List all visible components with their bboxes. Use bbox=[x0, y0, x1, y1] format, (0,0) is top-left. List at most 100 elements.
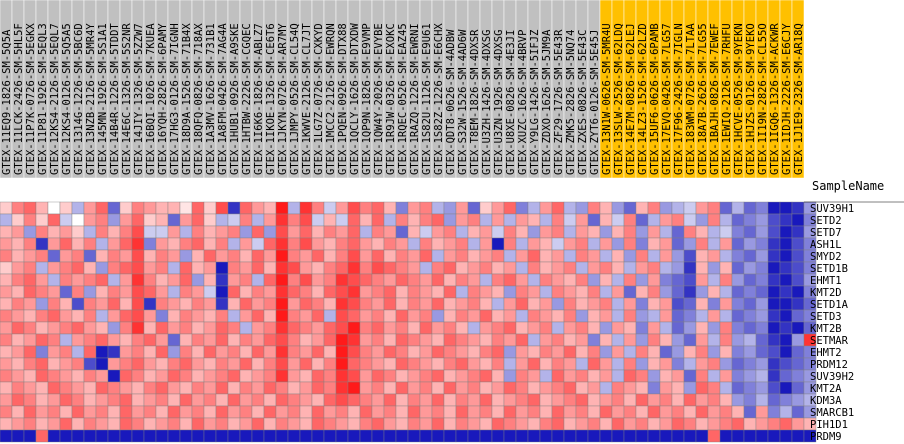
heatmap-cell bbox=[23, 393, 37, 407]
heatmap-cell bbox=[455, 261, 469, 275]
heatmap-cell bbox=[707, 333, 721, 347]
heatmap-cell bbox=[11, 225, 25, 239]
heatmap-cell bbox=[731, 321, 745, 335]
heatmap-cell bbox=[143, 273, 157, 287]
heatmap-cell bbox=[599, 345, 613, 359]
heatmap-cell bbox=[443, 249, 457, 263]
heatmap-cell bbox=[371, 273, 385, 287]
heatmap-cell bbox=[443, 261, 457, 275]
heatmap-cell bbox=[623, 225, 637, 239]
heatmap-cell bbox=[107, 369, 121, 383]
heatmap-cell bbox=[359, 393, 373, 407]
heatmap-cell bbox=[131, 201, 145, 215]
heatmap-cell bbox=[287, 261, 301, 275]
heatmap-cell bbox=[455, 369, 469, 383]
heatmap-cell bbox=[59, 345, 73, 359]
heatmap-cell bbox=[0, 405, 13, 419]
heatmap-cell bbox=[611, 321, 625, 335]
heatmap-cell bbox=[251, 213, 265, 227]
heatmap-cell bbox=[143, 357, 157, 371]
column-label: GTEX-18D9A-1526-SM-71B4X bbox=[181, 23, 193, 175]
heatmap-cell bbox=[587, 225, 601, 239]
column-label: GTEX-1HUB1-0926-SM-A9SKE bbox=[229, 23, 241, 175]
heatmap-cell bbox=[575, 309, 589, 323]
heatmap-cell bbox=[695, 321, 709, 335]
heatmap-cell bbox=[695, 393, 709, 407]
heatmap-cell bbox=[587, 273, 601, 287]
row-label: SMYD2 bbox=[810, 251, 842, 263]
heatmap-cell bbox=[479, 381, 493, 395]
heatmap-cell bbox=[47, 369, 61, 383]
heatmap-cell bbox=[479, 333, 493, 347]
heatmap-cell bbox=[635, 249, 649, 263]
heatmap-cell bbox=[347, 273, 361, 287]
heatmap-cell bbox=[491, 381, 505, 395]
heatmap-cell bbox=[467, 225, 481, 239]
heatmap-cell bbox=[611, 213, 625, 227]
heatmap-cell bbox=[671, 297, 685, 311]
heatmap-cell bbox=[35, 417, 49, 431]
heatmap-cell bbox=[563, 297, 577, 311]
heatmap-cell bbox=[575, 381, 589, 395]
heatmap-cell bbox=[491, 357, 505, 371]
heatmap-cell bbox=[503, 261, 517, 275]
heatmap-cell bbox=[479, 201, 493, 215]
heatmap-cell bbox=[611, 357, 625, 371]
heatmap-cell bbox=[707, 405, 721, 419]
heatmap-cell bbox=[227, 249, 241, 263]
heatmap-cell bbox=[431, 249, 445, 263]
heatmap-cell bbox=[707, 321, 721, 335]
heatmap-cell bbox=[59, 201, 73, 215]
heatmap-cell bbox=[479, 369, 493, 383]
heatmap-cell bbox=[59, 369, 73, 383]
heatmap-cell bbox=[359, 345, 373, 359]
heatmap-cell bbox=[467, 309, 481, 323]
heatmap-cell bbox=[23, 225, 37, 239]
heatmap-cell bbox=[671, 273, 685, 287]
heatmap-cell bbox=[551, 333, 565, 347]
heatmap-cell bbox=[119, 345, 133, 359]
heatmap-cell bbox=[647, 225, 661, 239]
heatmap-cell bbox=[239, 345, 253, 359]
heatmap-cell bbox=[743, 201, 757, 215]
heatmap-cell bbox=[383, 429, 397, 443]
heatmap-cell bbox=[431, 297, 445, 311]
heatmap-cell bbox=[191, 369, 205, 383]
heatmap-cell bbox=[431, 345, 445, 359]
heatmap-cell bbox=[47, 345, 61, 359]
heatmap-cell bbox=[779, 417, 793, 431]
heatmap-cell bbox=[47, 237, 61, 251]
heatmap-cell bbox=[203, 345, 217, 359]
heatmap-cell bbox=[743, 429, 757, 443]
heatmap-cell bbox=[0, 225, 13, 239]
heatmap-cell bbox=[11, 345, 25, 359]
heatmap-cell bbox=[191, 333, 205, 347]
heatmap-cell bbox=[263, 345, 277, 359]
heatmap-cell bbox=[551, 369, 565, 383]
heatmap-cell bbox=[431, 225, 445, 239]
heatmap-cell bbox=[575, 273, 589, 287]
heatmap-cell bbox=[35, 285, 49, 299]
heatmap-cell bbox=[695, 417, 709, 431]
heatmap-cell bbox=[323, 273, 337, 287]
heatmap-cell bbox=[431, 201, 445, 215]
heatmap-cell bbox=[503, 429, 517, 443]
column-label: GTEX-11P81-1926-SM-5EQL3 bbox=[37, 23, 49, 175]
heatmap-cell bbox=[599, 309, 613, 323]
heatmap-cell bbox=[383, 393, 397, 407]
heatmap-cell bbox=[23, 285, 37, 299]
heatmap-cell bbox=[695, 405, 709, 419]
heatmap-cell bbox=[791, 357, 805, 371]
heatmap-cell bbox=[311, 393, 325, 407]
heatmap-cell bbox=[659, 333, 673, 347]
heatmap-cell bbox=[179, 249, 193, 263]
heatmap-cell bbox=[467, 285, 481, 299]
heatmap-cell bbox=[491, 405, 505, 419]
heatmap-cell bbox=[59, 273, 73, 287]
heatmap-cell bbox=[215, 297, 229, 311]
heatmap-cell bbox=[275, 309, 289, 323]
heatmap-cell bbox=[359, 429, 373, 443]
heatmap-cell bbox=[683, 201, 697, 215]
heatmap-cell bbox=[479, 285, 493, 299]
heatmap-cell bbox=[47, 297, 61, 311]
